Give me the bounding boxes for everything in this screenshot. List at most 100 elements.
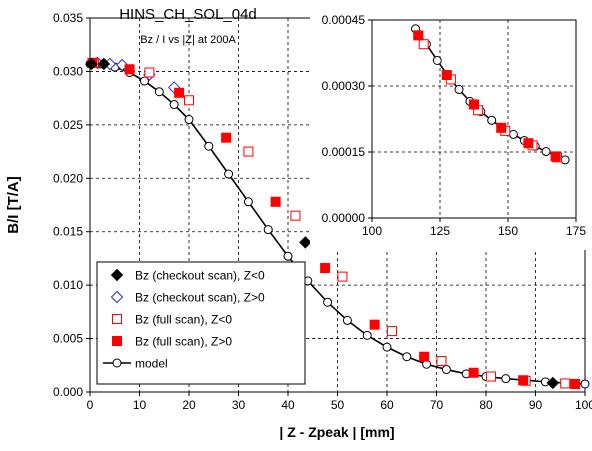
main-x-tick-label: 40: [281, 398, 295, 412]
main-point-bz-full-scan-z-0: [570, 378, 581, 389]
inset-point-model: [432, 55, 442, 65]
main-point-bz-full-scan-z-0: [419, 351, 430, 362]
main-point-model: [169, 100, 179, 110]
inset-point-bz-full-scan-z-0: [550, 151, 561, 162]
main-y-tick-label: 0.010: [53, 278, 83, 292]
inset-plot-border: [371, 19, 577, 219]
main-y-tick-label: 0.000: [53, 385, 83, 399]
inset-series-group: [411, 24, 570, 165]
legend-box: [96, 261, 306, 385]
inset-point-bz-full-scan-z-0: [418, 39, 429, 50]
inset-point-model: [454, 85, 464, 95]
legend-swatch-model: [112, 358, 122, 368]
main-x-tick-label: 90: [529, 398, 543, 412]
main-point-bz-full-scan-z-0: [270, 196, 281, 207]
main-series-group: [85, 56, 590, 390]
main-point-bz-checkout-scan-z-0: [97, 57, 111, 71]
inset-y-tick-label: 0.00030: [322, 79, 366, 93]
inset-y-tick-label: 0.00015: [322, 145, 366, 159]
main-point-bz-full-scan-z-0: [337, 271, 348, 282]
inset-point-bz-full-scan-z-0: [469, 99, 479, 110]
inset-y-tick-label: 0.00045: [322, 13, 366, 27]
inset-point-model: [541, 147, 551, 157]
inset-x-tick-label: 150: [498, 224, 518, 238]
inset-axis-ticks: [368, 19, 577, 222]
inset-point-bz-full-scan-z-0: [496, 122, 507, 133]
main-point-model: [154, 87, 164, 97]
main-point-model: [204, 141, 214, 151]
chart-subtitle: Bz / I vs |Z| at 200A: [140, 34, 236, 46]
main-point-model: [263, 225, 273, 235]
legend-swatch-bz-checkout-scan-z-0: [110, 290, 124, 304]
main-point-bz-full-scan-z-0: [436, 356, 447, 367]
legend-entry-label: Bz (full scan), Z<0: [135, 313, 232, 327]
x-axis-label: | Z - Zpeak | [mm]: [279, 424, 394, 440]
main-axis-ticks: [86, 17, 586, 396]
main-y-tick-label: 0.015: [53, 225, 83, 239]
main-point-model: [342, 315, 352, 325]
main-x-tick-label: 50: [331, 398, 345, 412]
main-point-bz-full-scan-z-0: [560, 378, 571, 389]
main-y-tick-label: 0.020: [53, 171, 83, 185]
inset-x-tick-label: 125: [430, 224, 450, 238]
main-point-model: [501, 374, 511, 384]
main-point-bz-checkout-scan-z-0: [546, 376, 560, 390]
main-x-tick-label: 10: [133, 398, 147, 412]
main-x-tick-label: 0: [87, 398, 94, 412]
main-y-tick-label: 0.035: [53, 11, 83, 25]
chart-title: HINS_CH_SOL_04d: [119, 6, 257, 23]
legend-swatch-bz-full-scan-z-0: [112, 336, 122, 346]
main-x-tick-labels: 0 10 20 30 40 50 60 70 80 90 100: [87, 398, 592, 412]
main-point-model: [402, 352, 412, 362]
main-point-bz-full-scan-z-0: [518, 375, 529, 386]
main-point-model: [382, 342, 392, 352]
main-x-tick-label: 60: [380, 398, 394, 412]
main-point-bz-checkout-scan-z-0: [85, 57, 98, 71]
main-x-tick-label: 80: [479, 398, 493, 412]
main-y-tick-label: 0.025: [53, 118, 83, 132]
inset-x-tick-label: 100: [362, 224, 382, 238]
main-y-tick-label: 0.005: [53, 332, 83, 346]
main-x-tick-label: 70: [430, 398, 444, 412]
main-point-model: [580, 379, 590, 389]
inset-x-tick-label: 175: [566, 224, 586, 238]
main-point-model: [283, 251, 293, 261]
legend-entry-label: Bz (checkout scan), Z>0: [135, 291, 265, 305]
legend-entry-label: model: [135, 357, 168, 371]
main-point-bz-full-scan-z-0: [320, 263, 331, 274]
main-x-tick-label: 100: [575, 398, 592, 412]
main-point-bz-full-scan-z-0: [124, 64, 135, 75]
main-point-model: [224, 169, 234, 179]
main-point-model: [362, 330, 372, 340]
main-y-tick-label: 0.030: [53, 64, 83, 78]
main-y-tick-labels: 0.000 0.005 0.010 0.015 0.020 0.025 0.030 0.035: [53, 11, 83, 399]
inset-point-bz-full-scan-z-0: [413, 30, 424, 41]
main-point-bz-full-scan-z-0: [184, 95, 194, 106]
inset-point-bz-full-scan-z-0: [523, 138, 534, 149]
main-point-bz-full-scan-z-0: [243, 146, 254, 157]
inset-x-tick-labels: 100 125 150 175: [362, 224, 586, 238]
inset-point-bz-full-scan-z-0: [441, 70, 452, 80]
main-point-model: [243, 197, 253, 207]
main-point-bz-full-scan-z-0: [174, 87, 185, 98]
main-point-bz-checkout-scan-z-0: [299, 236, 312, 249]
inset-point-model: [487, 115, 497, 125]
main-point-bz-full-scan-z-0: [468, 367, 479, 378]
legend-entry-label: Bz (full scan), Z>0: [135, 335, 232, 349]
inset-point-model: [508, 129, 518, 139]
legend-entry-label: Bz (checkout scan), Z<0: [135, 269, 265, 283]
y-axis-label: B/I [T/A]: [5, 176, 22, 234]
main-point-bz-full-scan-z-0: [144, 67, 155, 78]
main-point-model: [184, 115, 194, 125]
main-point-bz-full-scan-z-0: [290, 210, 301, 221]
main-x-tick-label: 20: [182, 398, 196, 412]
main-point-bz-full-scan-z-0: [221, 132, 232, 143]
main-point-model: [323, 297, 333, 307]
main-point-bz-full-scan-z-0: [485, 371, 496, 382]
legend-swatch-bz-checkout-scan-z-0: [110, 268, 124, 282]
main-point-model: [441, 365, 451, 375]
inset-y-tick-label: 0.00000: [322, 211, 366, 225]
main-point-bz-full-scan-z-0: [369, 319, 380, 330]
